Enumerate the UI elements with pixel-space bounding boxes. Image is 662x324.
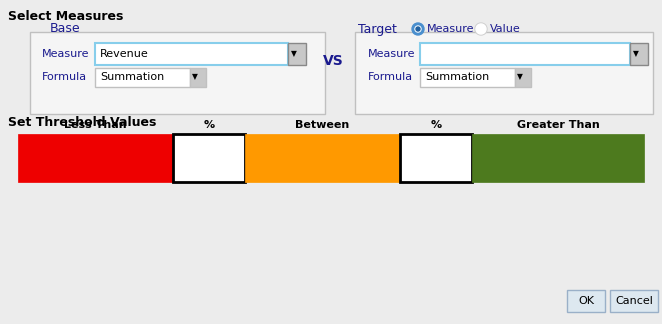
Bar: [610, 290, 658, 312]
Text: Formula: Formula: [42, 72, 87, 82]
Bar: [18, 134, 173, 182]
Bar: [400, 134, 472, 182]
Bar: [567, 290, 605, 312]
Text: OK: OK: [578, 296, 594, 306]
Text: Cancel: Cancel: [615, 296, 653, 306]
Bar: [190, 68, 206, 87]
Bar: [355, 32, 653, 114]
Text: Base: Base: [50, 22, 81, 36]
Text: Select Measures: Select Measures: [8, 9, 123, 22]
Text: %: %: [203, 120, 214, 130]
Circle shape: [412, 23, 424, 35]
Text: Summation: Summation: [425, 72, 489, 82]
Text: %: %: [430, 120, 442, 130]
Bar: [245, 134, 400, 182]
Bar: [472, 134, 644, 182]
Bar: [515, 68, 531, 87]
Text: Measure: Measure: [42, 49, 89, 59]
Text: Less Than: Less Than: [64, 120, 127, 130]
Text: ▼: ▼: [192, 73, 198, 82]
Bar: [95, 43, 288, 65]
Bar: [30, 32, 325, 114]
Bar: [95, 68, 190, 87]
Text: Summation: Summation: [100, 72, 164, 82]
Text: VS: VS: [322, 54, 344, 68]
Text: ▼: ▼: [517, 73, 523, 82]
Text: Value: Value: [490, 24, 521, 34]
Text: Between: Between: [295, 120, 350, 130]
Text: Revenue: Revenue: [100, 49, 149, 59]
Text: Set Threshold Values: Set Threshold Values: [8, 115, 156, 129]
Circle shape: [416, 27, 420, 31]
Text: Target: Target: [358, 22, 397, 36]
Text: Measure: Measure: [368, 49, 416, 59]
Bar: [630, 43, 648, 65]
Bar: [173, 134, 245, 182]
Text: ▼: ▼: [633, 50, 639, 59]
Circle shape: [476, 24, 486, 34]
Bar: [288, 43, 306, 65]
Bar: [420, 43, 630, 65]
Text: Greater Than: Greater Than: [516, 120, 599, 130]
Text: ▼: ▼: [291, 50, 297, 59]
Bar: [420, 68, 515, 87]
Text: Formula: Formula: [368, 72, 413, 82]
Text: Measure: Measure: [427, 24, 475, 34]
Circle shape: [475, 23, 487, 35]
Circle shape: [415, 26, 421, 32]
